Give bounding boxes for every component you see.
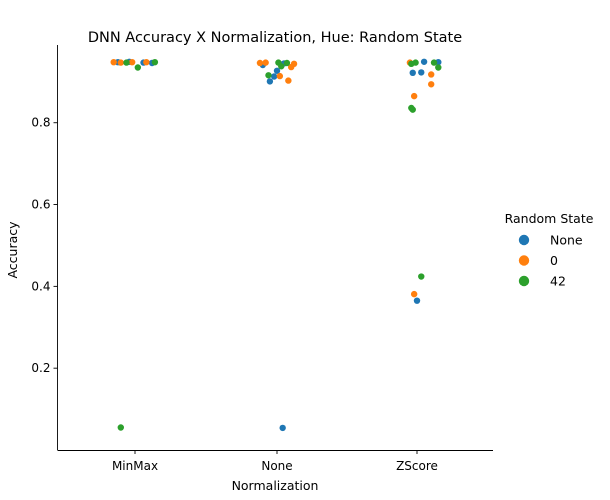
data-point [412, 59, 419, 66]
legend: Random State None 0 42 [505, 211, 594, 289]
data-point [283, 59, 291, 67]
x-tick-label: ZScore [396, 459, 438, 473]
x-axis-label: Normalization [232, 478, 319, 493]
legend-label: 42 [550, 274, 566, 289]
data-point [410, 92, 418, 100]
data-point [123, 59, 130, 66]
y-ticks: 0.2 0.4 0.6 0.8 [31, 116, 58, 375]
data-point [110, 58, 117, 66]
data-point [418, 69, 425, 76]
data-point [409, 106, 416, 113]
legend-label: None [550, 233, 583, 248]
data-point [279, 424, 286, 432]
data-point [428, 71, 435, 78]
data-point [117, 59, 125, 66]
data-point [273, 67, 281, 74]
x-ticks: MinMax None ZScore [112, 450, 438, 473]
data-point [128, 58, 136, 66]
legend-label: 0 [550, 253, 558, 268]
y-tick-label: 0.8 [31, 116, 50, 130]
data-point [276, 72, 284, 80]
legend-marker [518, 255, 530, 266]
data-points [110, 58, 442, 432]
chart-title: DNN Accuracy X Normalization, Hue: Rando… [88, 30, 462, 46]
legend-title: Random State [505, 211, 594, 226]
y-axis-label: Accuracy [5, 221, 20, 279]
data-point [435, 64, 442, 71]
y-tick-label: 0.6 [31, 198, 50, 212]
data-point [256, 59, 264, 67]
y-tick-label: 0.2 [31, 361, 50, 375]
y-tick-label: 0.4 [31, 279, 50, 293]
data-point [409, 69, 416, 77]
data-point [151, 58, 159, 66]
data-point [413, 297, 421, 304]
data-point [285, 77, 292, 84]
data-point [117, 424, 125, 431]
data-point [266, 78, 274, 85]
data-point [265, 72, 272, 79]
x-tick-label: MinMax [112, 459, 158, 473]
data-point [428, 81, 435, 88]
data-point [278, 63, 285, 70]
data-point [290, 60, 298, 68]
data-point [430, 59, 438, 66]
data-point [410, 290, 418, 298]
data-point [143, 58, 150, 66]
legend-marker [518, 234, 530, 246]
legend-items: None 0 42 [518, 233, 583, 289]
data-point [270, 73, 278, 80]
data-point [262, 59, 269, 66]
data-point [420, 58, 428, 65]
x-tick-label: None [261, 459, 292, 473]
data-point [418, 273, 425, 280]
plot-area: 0.2 0.4 0.6 0.8 MinMax None ZScore [31, 45, 493, 473]
legend-marker [518, 275, 530, 287]
data-point [134, 64, 142, 71]
